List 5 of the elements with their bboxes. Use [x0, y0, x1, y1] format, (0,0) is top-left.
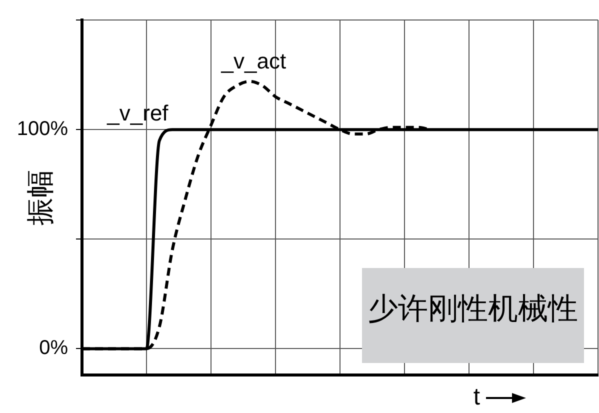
x-axis-title: t [473, 384, 480, 411]
y-tick-label: 100% [16, 118, 68, 140]
y-tick-label: 0% [39, 337, 68, 360]
y-axis-title: 振幅 [24, 170, 56, 226]
annotation: 少许刚性机械性 [368, 292, 578, 326]
